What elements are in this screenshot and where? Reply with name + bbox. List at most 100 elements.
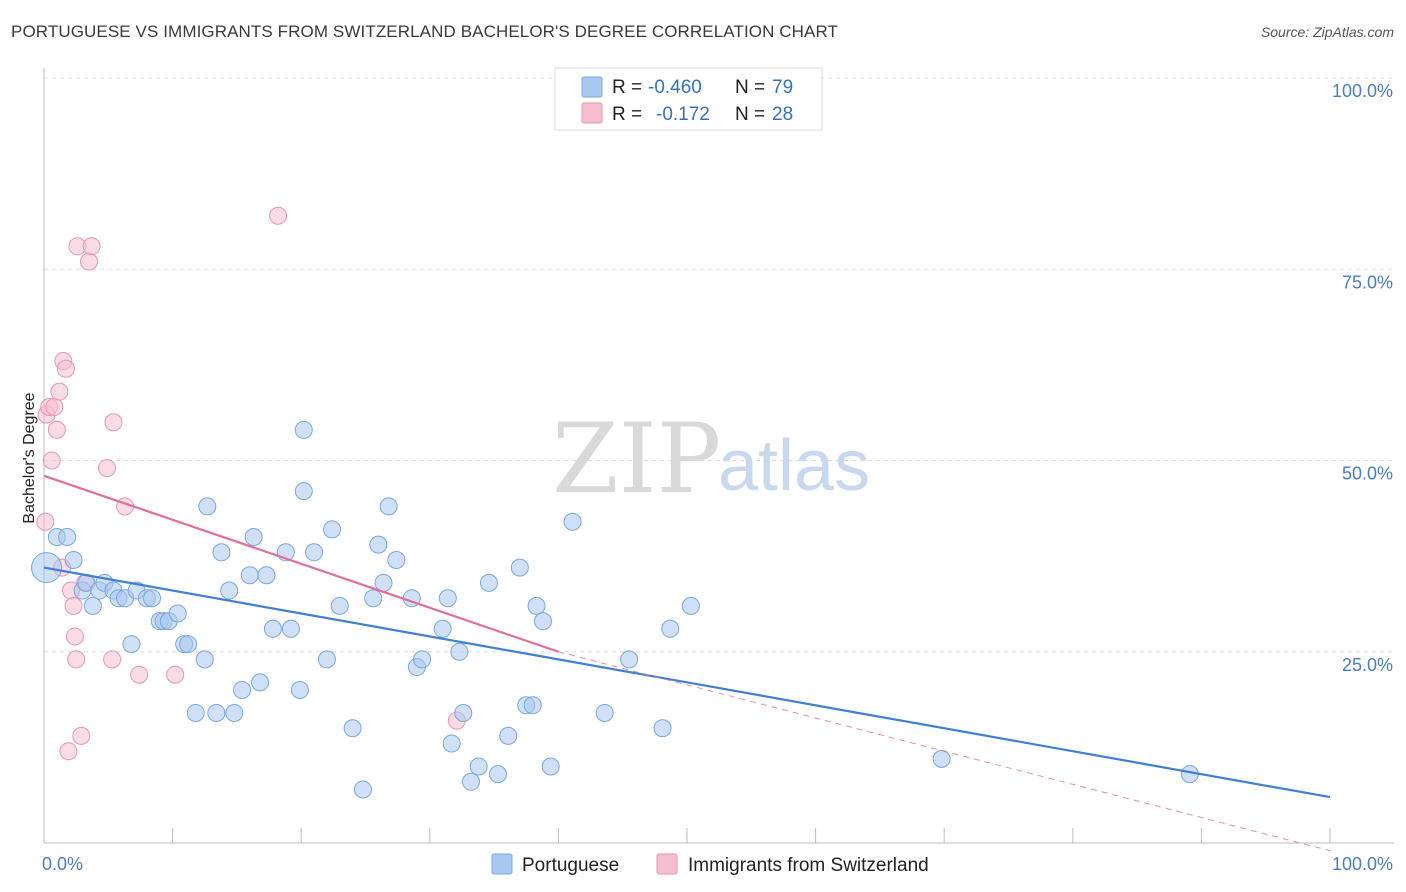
point-portuguese-56 bbox=[442, 734, 461, 753]
point-portuguese-33 bbox=[257, 566, 276, 585]
point-portuguese-43 bbox=[330, 596, 349, 615]
legend-n-label-1: N = bbox=[735, 77, 765, 98]
bottom-legend-portuguese: Portuguese bbox=[522, 855, 619, 876]
point-portuguese-26 bbox=[212, 543, 231, 562]
legend-swatch-blue bbox=[581, 76, 603, 98]
point-switzerland-4 bbox=[45, 397, 64, 416]
legend-r-label-2: R = bbox=[612, 104, 642, 125]
point-portuguese-41 bbox=[317, 650, 336, 669]
point-portuguese-12 bbox=[122, 635, 141, 654]
point-portuguese-30 bbox=[240, 566, 259, 585]
point-portuguese-47 bbox=[369, 535, 388, 554]
y-tick-label-25: 25.0% bbox=[1342, 655, 1393, 675]
bottom-legend-swatch-pink bbox=[656, 853, 678, 875]
series-portuguese bbox=[31, 420, 1199, 799]
point-portuguese-60 bbox=[469, 757, 488, 776]
point-portuguese-46 bbox=[364, 589, 383, 608]
point-switzerland-10 bbox=[59, 742, 78, 761]
point-portuguese-21 bbox=[179, 635, 198, 654]
point-portuguese-62 bbox=[488, 765, 507, 784]
top-legend: R = -0.460 N = 79 R = -0.172 N = 28 bbox=[554, 67, 823, 131]
trend-line-switzerland bbox=[43, 474, 559, 653]
point-portuguese-68 bbox=[533, 612, 552, 631]
point-portuguese-53 bbox=[413, 650, 432, 669]
legend-n-value-2: 28 bbox=[772, 104, 793, 125]
point-portuguese-61 bbox=[479, 573, 498, 592]
point-portuguese-49 bbox=[379, 497, 398, 516]
point-portuguese-22 bbox=[186, 703, 205, 722]
point-switzerland-26 bbox=[269, 206, 288, 225]
point-switzerland-12 bbox=[64, 596, 83, 615]
point-portuguese-28 bbox=[225, 703, 244, 722]
point-switzerland-6 bbox=[50, 382, 69, 401]
point-switzerland-16 bbox=[72, 726, 91, 745]
point-portuguese-2 bbox=[58, 528, 77, 546]
point-switzerland-24 bbox=[130, 665, 149, 684]
point-switzerland-25 bbox=[166, 665, 185, 684]
series-immigrants-switzerland bbox=[36, 206, 466, 761]
legend-r-value-1: -0.460 bbox=[648, 77, 702, 98]
point-portuguese-23 bbox=[195, 650, 214, 669]
watermark-atlas: atlas bbox=[718, 426, 870, 506]
point-portuguese-45 bbox=[353, 780, 372, 799]
point-switzerland-18 bbox=[80, 252, 99, 271]
watermark-zip: ZIP bbox=[552, 403, 721, 515]
point-portuguese-76 bbox=[932, 749, 951, 768]
trend-lines bbox=[43, 474, 1331, 852]
point-switzerland-0 bbox=[36, 512, 55, 531]
point-portuguese-40 bbox=[305, 543, 324, 562]
point-portuguese-59 bbox=[461, 772, 480, 791]
point-portuguese-42 bbox=[323, 520, 342, 539]
axes bbox=[43, 68, 1394, 844]
tick-labels: 100.0% 75.0% 50.0% 25.0% 0.0% 100.0% bbox=[42, 81, 1393, 874]
point-portuguese-69 bbox=[541, 757, 560, 776]
point-portuguese-54 bbox=[433, 619, 452, 638]
legend-swatch-pink bbox=[581, 102, 603, 124]
point-portuguese-29 bbox=[233, 681, 252, 699]
point-portuguese-19 bbox=[168, 604, 187, 623]
point-switzerland-20 bbox=[98, 459, 117, 478]
bottom-legend-switzerland: Immigrants from Switzerland bbox=[688, 855, 929, 876]
y-tick-label-100: 100.0% bbox=[1332, 81, 1393, 101]
legend-n-label-2: N = bbox=[735, 104, 765, 125]
y-tick-label-75: 75.0% bbox=[1342, 272, 1393, 292]
x-tick-label-100: 100.0% bbox=[1332, 854, 1393, 874]
point-portuguese-39 bbox=[294, 420, 313, 439]
point-portuguese-63 bbox=[499, 726, 518, 745]
point-portuguese-66 bbox=[523, 696, 542, 715]
legend-n-value-1: 79 bbox=[772, 77, 793, 98]
y-axis-label: Bachelor's Degree bbox=[21, 392, 38, 523]
point-portuguese-72 bbox=[620, 650, 639, 669]
point-portuguese-71 bbox=[595, 703, 614, 722]
point-portuguese-31 bbox=[244, 528, 263, 546]
point-portuguese-37 bbox=[290, 681, 309, 699]
point-portuguese-75 bbox=[681, 596, 700, 615]
chart-source: Source: ZipAtlas.com bbox=[1260, 24, 1394, 40]
point-switzerland-22 bbox=[104, 413, 123, 432]
y-tick-label-50: 50.0% bbox=[1342, 464, 1393, 484]
legend-r-label-1: R = bbox=[612, 77, 642, 98]
point-portuguese-74 bbox=[661, 619, 680, 638]
point-portuguese-58 bbox=[454, 703, 473, 722]
bottom-legend-swatch-blue bbox=[491, 853, 513, 875]
point-portuguese-73 bbox=[653, 719, 672, 738]
point-portuguese-32 bbox=[251, 673, 270, 692]
point-portuguese-70 bbox=[563, 512, 582, 531]
x-tick-label-0: 0.0% bbox=[42, 854, 83, 874]
point-switzerland-14 bbox=[67, 650, 86, 669]
chart-title: PORTUGUESE VS IMMIGRANTS FROM SWITZERLAN… bbox=[11, 22, 839, 41]
point-portuguese-15 bbox=[143, 589, 162, 608]
point-portuguese-67 bbox=[527, 596, 546, 615]
point-portuguese-57 bbox=[450, 642, 469, 661]
point-portuguese-3 bbox=[64, 550, 83, 569]
point-portuguese-6 bbox=[83, 596, 102, 615]
point-portuguese-38 bbox=[294, 482, 313, 501]
point-portuguese-34 bbox=[263, 619, 282, 638]
bottom-legend: Portuguese Immigrants from Switzerland bbox=[491, 853, 929, 876]
point-portuguese-36 bbox=[281, 619, 300, 638]
trend-line-portuguese bbox=[43, 566, 1331, 799]
point-switzerland-3 bbox=[42, 451, 61, 470]
point-portuguese-25 bbox=[207, 703, 226, 722]
point-portuguese-27 bbox=[220, 581, 239, 600]
